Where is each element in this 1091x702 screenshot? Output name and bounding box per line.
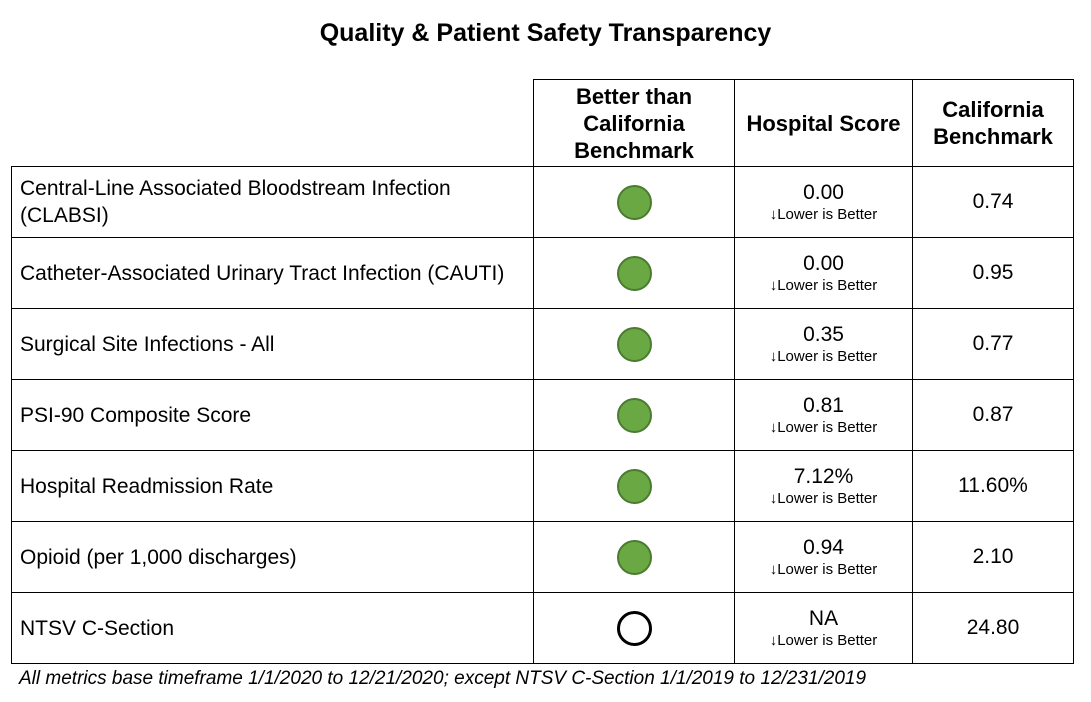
filled-circle-icon — [616, 468, 652, 504]
header-hospital-score: Hospital Score — [734, 79, 913, 167]
better-indicator-cell — [533, 237, 735, 309]
better-indicator-cell — [533, 592, 735, 664]
lower-is-better-note: ↓Lower is Better — [769, 276, 878, 294]
hospital-score-value: 0.00 — [803, 251, 844, 275]
lower-is-better-note: ↓Lower is Better — [769, 560, 878, 578]
metric-name: NTSV C-Section — [11, 592, 534, 664]
table-row: Central-Line Associated Bloodstream Infe… — [11, 166, 1074, 238]
better-indicator-cell — [533, 308, 735, 380]
table-row: Catheter-Associated Urinary Tract Infect… — [11, 237, 1074, 309]
benchmark-value: 0.77 — [912, 308, 1074, 380]
table-row: Opioid (per 1,000 discharges) 0.94 ↓Lowe… — [11, 521, 1074, 593]
better-indicator-cell — [533, 450, 735, 522]
hospital-score-cell: NA ↓Lower is Better — [734, 592, 913, 664]
filled-circle-icon — [616, 397, 652, 433]
benchmark-value: 0.95 — [912, 237, 1074, 309]
benchmark-value: 0.87 — [912, 379, 1074, 451]
benchmark-value: 24.80 — [912, 592, 1074, 664]
filled-circle-icon — [616, 326, 652, 362]
hospital-score-value: 0.00 — [803, 180, 844, 204]
filled-circle-icon — [616, 255, 652, 291]
hospital-score-cell: 0.00 ↓Lower is Better — [734, 166, 913, 238]
hospital-score-cell: 7.12% ↓Lower is Better — [734, 450, 913, 522]
filled-circle-icon — [616, 539, 652, 575]
page-title: Quality & Patient Safety Transparency — [319, 19, 772, 47]
filled-circle-icon — [616, 184, 652, 220]
metric-name: Opioid (per 1,000 discharges) — [11, 521, 534, 593]
hospital-score-cell: 0.35 ↓Lower is Better — [734, 308, 913, 380]
table-row: NTSV C-Section NA ↓Lower is Better 24.80 — [11, 592, 1074, 664]
benchmark-value: 11.60% — [912, 450, 1074, 522]
hospital-score-value: 7.12% — [793, 464, 854, 488]
hospital-score-cell: 0.00 ↓Lower is Better — [734, 237, 913, 309]
table-row: PSI-90 Composite Score 0.81 ↓Lower is Be… — [11, 379, 1074, 451]
better-indicator-cell — [533, 379, 735, 451]
header-better-than-benchmark: Better than California Benchmark — [533, 79, 735, 167]
lower-is-better-note: ↓Lower is Better — [769, 418, 878, 436]
table-row: Surgical Site Infections - All 0.35 ↓Low… — [11, 308, 1074, 380]
benchmark-value: 2.10 — [912, 521, 1074, 593]
quality-table: Better than California Benchmark Hospita… — [11, 79, 1074, 664]
header-california-benchmark: California Benchmark — [912, 79, 1074, 167]
metric-name: Catheter-Associated Urinary Tract Infect… — [11, 237, 534, 309]
hospital-score-cell: 0.81 ↓Lower is Better — [734, 379, 913, 451]
hospital-score-value: 0.35 — [803, 322, 844, 346]
footnote: All metrics base timeframe 1/1/2020 to 1… — [19, 668, 867, 689]
lower-is-better-note: ↓Lower is Better — [769, 631, 878, 649]
header-blank-cell — [11, 79, 534, 167]
empty-circle-icon — [616, 610, 652, 646]
better-indicator-cell — [533, 166, 735, 238]
lower-is-better-note: ↓Lower is Better — [769, 347, 878, 365]
hospital-score-value: NA — [808, 606, 839, 630]
hospital-score-value: 0.94 — [803, 535, 844, 559]
better-indicator-cell — [533, 521, 735, 593]
lower-is-better-note: ↓Lower is Better — [769, 489, 878, 507]
lower-is-better-note: ↓Lower is Better — [769, 205, 878, 223]
table-header-row: Better than California Benchmark Hospita… — [11, 79, 1074, 167]
benchmark-value: 0.74 — [912, 166, 1074, 238]
table-row: Hospital Readmission Rate 7.12% ↓Lower i… — [11, 450, 1074, 522]
metric-name: Surgical Site Infections - All — [11, 308, 534, 380]
hospital-score-cell: 0.94 ↓Lower is Better — [734, 521, 913, 593]
metric-name: Hospital Readmission Rate — [11, 450, 534, 522]
metric-name: Central-Line Associated Bloodstream Infe… — [11, 166, 534, 238]
hospital-score-value: 0.81 — [803, 393, 844, 417]
metric-name: PSI-90 Composite Score — [11, 379, 534, 451]
